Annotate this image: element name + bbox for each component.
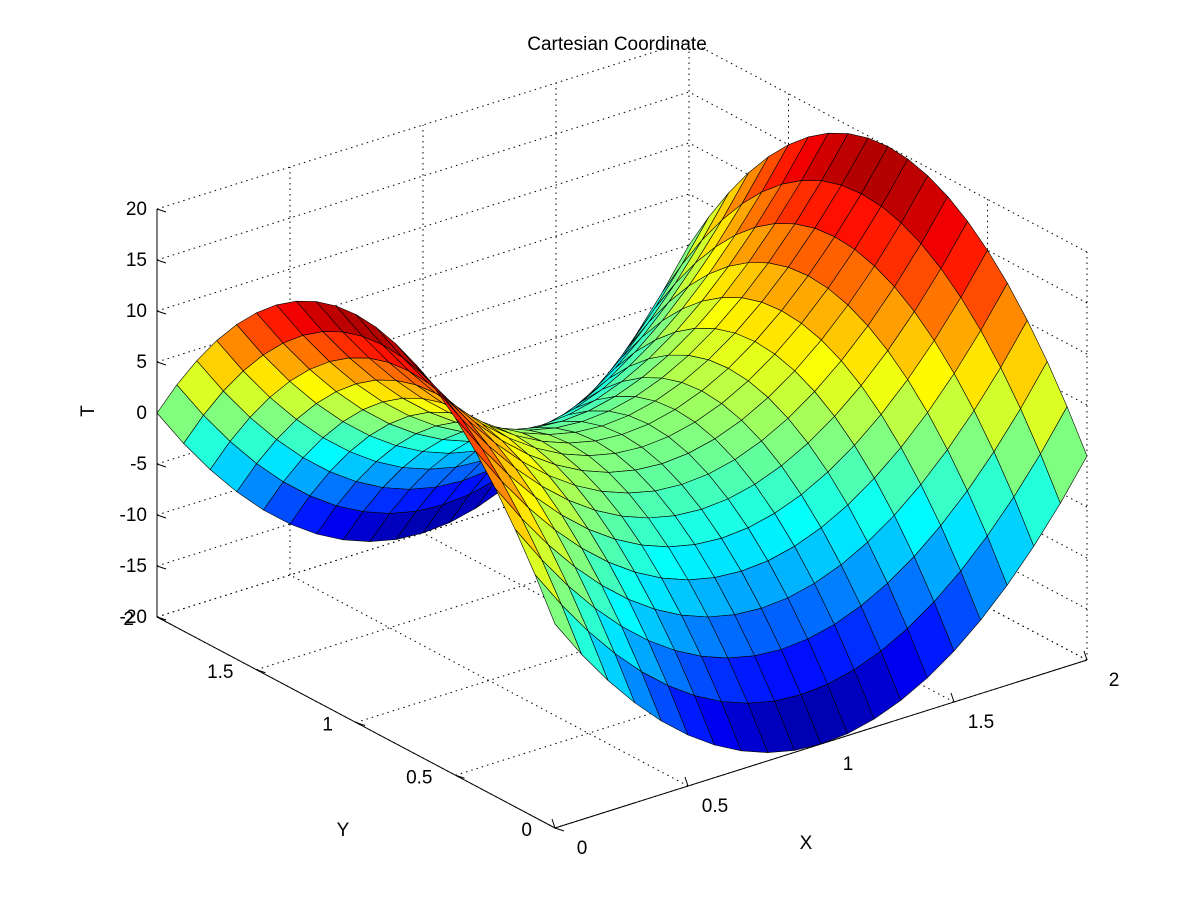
x-tick-label: 0.5: [702, 796, 728, 817]
surface-patch: [1040, 406, 1088, 504]
floor-grid-line: [422, 532, 822, 745]
y-tick-label: 1: [322, 715, 333, 736]
x-tick-label: 0: [577, 838, 588, 859]
floor-grid-line: [289, 574, 689, 787]
z-tick: [156, 259, 167, 264]
z-tick-label: -15: [120, 556, 147, 577]
z-tick: [156, 514, 167, 519]
x-tick-label: 1: [843, 754, 854, 775]
z-axis-label: T: [78, 405, 99, 417]
z-tick: [156, 565, 167, 570]
x-tick: [551, 818, 556, 829]
y-tick: [256, 669, 266, 674]
back-wall-grid-line: [156, 142, 690, 312]
z-tick-label: 20: [126, 199, 147, 220]
chart-title: Cartesian Coordinate: [527, 34, 707, 55]
y-tick: [554, 827, 565, 832]
z-tick-label: 0: [136, 403, 147, 424]
z-tick-label: -10: [120, 505, 147, 526]
side-wall-grid-line: [688, 91, 1088, 304]
x-tick: [1083, 650, 1088, 661]
x-tick-label: 1.5: [968, 712, 994, 733]
y-tick: [355, 722, 366, 726]
y-tick-label: 0: [521, 820, 532, 841]
z-tick: [156, 463, 167, 468]
z-tick-label: -5: [130, 454, 147, 475]
y-axis-label: Y: [337, 820, 350, 841]
y-tick-label: 0.5: [406, 767, 432, 788]
y-tick: [455, 774, 465, 779]
z-tick: [156, 616, 167, 621]
x-tick-label: 2: [1109, 670, 1120, 691]
x-tick: [950, 692, 955, 703]
z-tick-label: 10: [126, 301, 147, 322]
z-tick: [156, 361, 167, 366]
side-wall-grid-line: [688, 40, 1088, 253]
z-tick-label: 15: [126, 250, 147, 271]
x-axis-label: X: [800, 833, 813, 854]
y-tick-label: 1.5: [207, 662, 233, 683]
z-tick: [156, 310, 167, 315]
surface-layer: [156, 132, 1088, 753]
x-tick: [684, 776, 689, 787]
z-tick-label: 5: [136, 352, 147, 373]
y-tick-label: 2: [123, 609, 134, 630]
z-tick: [156, 208, 167, 213]
z-tick-label: -20: [120, 607, 147, 628]
